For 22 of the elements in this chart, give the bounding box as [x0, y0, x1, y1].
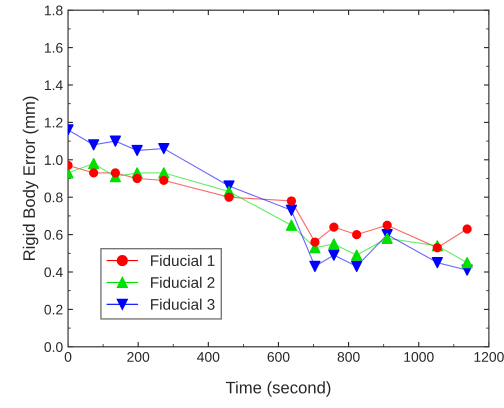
y-tick-label: 0.0 [44, 342, 63, 352]
y-tick-label: 0.8 [44, 192, 63, 202]
y-tick-label: 1.6 [44, 42, 63, 53]
x-axis-title: Time (second) [226, 381, 330, 397]
x-tick-label: 400 [197, 352, 220, 362]
x-tick-label: 1000 [404, 352, 434, 362]
y-tick-label: 0.6 [44, 230, 63, 240]
y-tick-label: 1.8 [44, 6, 63, 16]
y-tick-label: 1.2 [44, 118, 62, 128]
x-tick-label: 800 [338, 352, 360, 362]
legend-label: Fiducial 3 [151, 298, 215, 310]
x-tick-label: 0 [64, 352, 72, 362]
y-tick-label: 0.2 [44, 304, 62, 315]
legend-label: Fiducial 2 [151, 276, 214, 288]
x-tick-label: 600 [268, 352, 290, 362]
y-tick-label: 0.4 [44, 267, 63, 278]
legend-label: Fiducial 1 [151, 254, 214, 266]
y-tick-label: 1.0 [44, 155, 63, 165]
y-axis-title: Rigid Body Error (mm) [22, 96, 38, 260]
x-tick-label: 1200 [474, 352, 504, 362]
x-tick-label: 200 [127, 352, 150, 362]
y-tick-label: 1.4 [44, 80, 63, 90]
